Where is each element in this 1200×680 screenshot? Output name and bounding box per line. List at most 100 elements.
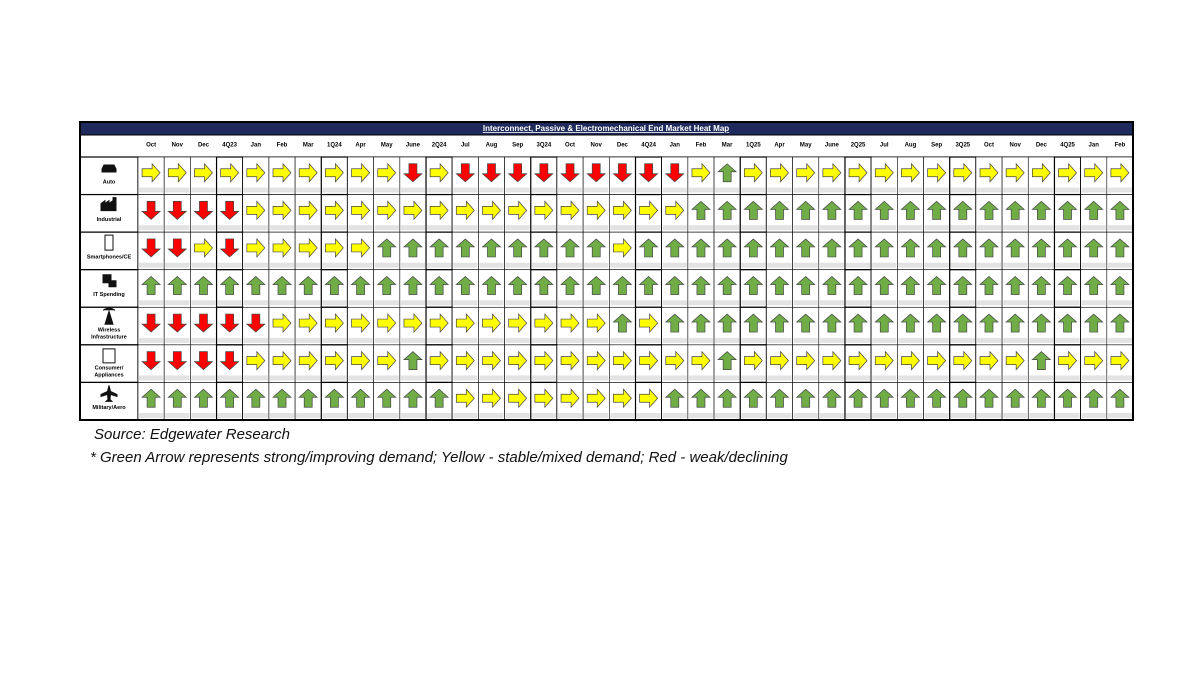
arrow [246, 238, 266, 258]
arrow [167, 388, 188, 408]
arrow [508, 350, 528, 371]
column-label: Dec [617, 143, 629, 149]
arrow [246, 200, 266, 221]
arrow [1083, 313, 1104, 333]
cell-band [924, 262, 949, 268]
cell-band [322, 187, 347, 193]
arrow [481, 276, 502, 295]
arrow [1109, 313, 1130, 333]
cell-band [819, 375, 844, 381]
cell-band [636, 337, 661, 343]
cell-band [400, 225, 426, 231]
cell-band [715, 337, 740, 343]
arrow [141, 276, 162, 295]
cell-band [819, 337, 844, 343]
cell-band [688, 337, 714, 343]
arrow [560, 313, 580, 333]
header-row [79, 134, 1134, 158]
arrow [743, 238, 764, 258]
arrow [1005, 276, 1026, 295]
cell-band [898, 225, 923, 231]
arrow [770, 162, 789, 183]
arrow [874, 313, 895, 333]
cell-band [924, 337, 949, 343]
arrow [874, 388, 895, 408]
title-bar [80, 122, 1133, 135]
cell-band [531, 187, 556, 193]
arrow [1109, 388, 1130, 408]
cell-band [348, 225, 373, 231]
arrow [848, 276, 868, 295]
cell-band [427, 375, 452, 381]
arrow [795, 388, 816, 408]
arrow [246, 350, 266, 371]
column-label: Apr [774, 143, 785, 149]
cell-band [1029, 300, 1054, 306]
cell-band [898, 187, 923, 193]
column-label: June [825, 143, 840, 149]
cell-band [531, 262, 556, 268]
arrow [560, 350, 580, 371]
cell-band [662, 300, 687, 306]
arrow [141, 201, 162, 220]
arrow [691, 238, 711, 258]
arrow [560, 276, 580, 295]
arrow [664, 163, 685, 183]
arrow [325, 238, 344, 258]
arrow [245, 313, 266, 333]
arrow [377, 313, 397, 333]
arrow [717, 351, 738, 370]
cell-band [139, 187, 164, 193]
arrow [586, 313, 606, 333]
column-label: Dec [1036, 143, 1048, 149]
cell-band [845, 337, 871, 343]
cell-band [217, 337, 242, 343]
cell-band [322, 225, 347, 231]
cell-band [741, 225, 766, 231]
column-label: Jan [670, 143, 681, 149]
arrow [664, 276, 685, 295]
arrow [298, 350, 318, 371]
column-label: Oct [984, 143, 994, 149]
arrow [482, 313, 501, 333]
cell-band [531, 413, 556, 418]
cell-band [741, 262, 766, 268]
cell-band [1055, 413, 1080, 418]
cell-band [1029, 262, 1054, 268]
cell-band [217, 262, 242, 268]
cell-band [243, 262, 268, 268]
arrow [351, 313, 371, 333]
cell-band [819, 413, 844, 418]
cell-band [584, 337, 609, 343]
cell-band [557, 413, 583, 418]
arrow [351, 162, 371, 183]
cell-band [950, 337, 975, 343]
cell-band [741, 337, 766, 343]
arrow [508, 388, 528, 409]
cell-band [479, 375, 504, 381]
arrow [455, 200, 475, 221]
arrow [953, 350, 973, 371]
cell-band [793, 337, 818, 343]
cell-band [453, 187, 478, 193]
column-label: 1Q24 [327, 143, 342, 149]
arrow [325, 313, 344, 333]
arrow [717, 238, 738, 258]
cell-band [1107, 225, 1132, 231]
cell-band [557, 262, 583, 268]
arrow [979, 238, 999, 258]
cell-band [924, 413, 949, 418]
cell-band [610, 262, 635, 268]
cell-band [243, 225, 268, 231]
arrow [901, 162, 920, 183]
cell-band [453, 225, 478, 231]
cell-band [217, 300, 242, 306]
arrow [325, 162, 344, 183]
cell-band [636, 300, 661, 306]
cell-band [610, 413, 635, 418]
cell-band [479, 413, 504, 418]
cell-band [374, 337, 399, 343]
cell-band [715, 262, 740, 268]
column-label: Sep [512, 143, 523, 149]
arrow [403, 388, 423, 408]
